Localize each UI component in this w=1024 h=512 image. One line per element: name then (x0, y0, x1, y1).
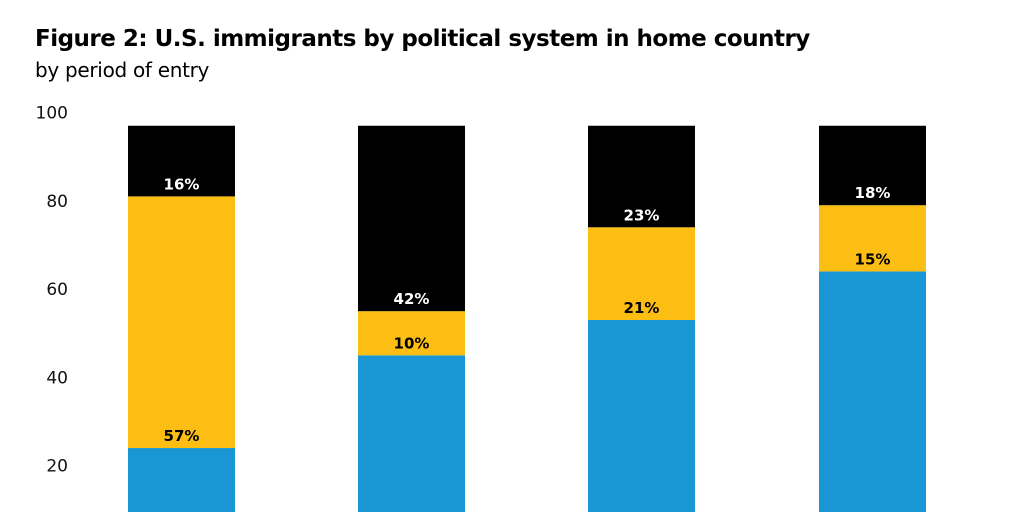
data-label: 15% (855, 250, 891, 268)
bar-segment (588, 320, 695, 512)
chart-subtitle: by period of entry (35, 58, 210, 82)
bar-segment (128, 125, 235, 197)
y-tick-label: 40 (46, 368, 68, 388)
chart-title: Figure 2: U.S. immigrants by political s… (35, 26, 810, 52)
data-label: 16% (164, 175, 200, 193)
y-tick-label: 20 (46, 457, 68, 477)
y-tick-label: 100 (36, 104, 68, 124)
bar-segment (128, 448, 235, 512)
data-label: 23% (624, 206, 660, 224)
data-label: 10% (394, 334, 430, 352)
bar-segment (819, 205, 926, 272)
bar-segment (358, 355, 465, 512)
data-label: 57% (164, 427, 200, 445)
data-label: 42% (394, 290, 430, 308)
data-label: 21% (624, 299, 660, 317)
data-label: 18% (855, 184, 891, 202)
bar-segment (819, 271, 926, 512)
bar-segment (819, 125, 926, 206)
bar-segment (128, 196, 235, 449)
bar-segment (358, 125, 465, 312)
y-tick-label: 60 (46, 280, 68, 300)
bar-segment (588, 227, 695, 321)
y-tick-label: 80 (46, 192, 68, 212)
bar-segment (588, 125, 695, 228)
bar-segment (358, 311, 465, 356)
